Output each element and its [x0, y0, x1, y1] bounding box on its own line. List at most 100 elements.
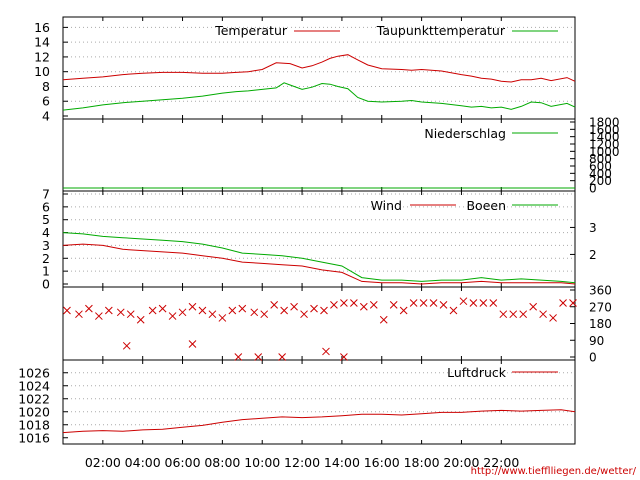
y2-tick-label: 270	[589, 300, 612, 314]
y2-tick-label: 1400	[589, 130, 620, 144]
y2-tick-label: 1000	[589, 145, 620, 159]
y2-tick-label: 1800	[589, 116, 620, 130]
point-stroke	[569, 299, 577, 307]
wind-direction-point	[459, 297, 468, 306]
y-tick-label: 6	[42, 199, 50, 214]
point-stroke	[228, 306, 237, 315]
grid-lines	[63, 26, 575, 426]
point-stroke	[122, 341, 131, 350]
point-stroke	[322, 347, 330, 356]
point-stroke	[469, 299, 478, 307]
point-stroke	[429, 299, 438, 307]
wind-direction-point	[250, 308, 259, 317]
y-tick-label: 12	[34, 49, 50, 64]
x-tick-label: 04:00	[125, 455, 161, 470]
y2-tick-label: 3	[589, 221, 597, 235]
point-stroke	[250, 308, 259, 317]
wind-direction-point	[439, 301, 448, 309]
point-stroke	[479, 299, 488, 307]
point-stroke	[95, 312, 103, 320]
legend-luftdruck-label: Luftdruck	[447, 365, 507, 380]
taupunkttemperatur-line	[62, 82, 576, 111]
point-stroke	[499, 310, 508, 319]
point-stroke	[290, 302, 298, 311]
wind-direction-point	[136, 315, 145, 324]
wind-direction-point	[178, 308, 187, 317]
point-stroke	[359, 302, 368, 311]
y2-tick-label: 2	[589, 248, 597, 262]
wind-direction-point	[234, 353, 243, 361]
wind-direction-point	[270, 301, 279, 309]
wind-direction-point	[228, 306, 237, 315]
point-stroke	[559, 299, 567, 307]
tick-labels: 4681012141602004006008001000120014001600…	[18, 17, 620, 470]
point-stroke	[104, 306, 113, 315]
pressure-panel-frame	[62, 359, 576, 445]
wind-direction-point	[569, 299, 577, 307]
point-stroke	[399, 306, 408, 315]
y-tick-label: 1024	[18, 378, 50, 393]
y2-tick-label: 1600	[589, 123, 620, 137]
point-stroke	[549, 314, 557, 322]
wind-direction-point	[509, 310, 518, 319]
wind-direction-point	[519, 310, 528, 319]
wind-direction-point	[322, 347, 330, 356]
point-stroke	[168, 312, 177, 320]
wind-direction-point	[63, 306, 71, 315]
point-stroke	[330, 301, 338, 309]
wind-direction-point	[310, 304, 318, 313]
wind-direction-point	[168, 312, 177, 320]
y-tick-label: 4	[42, 225, 50, 240]
point-stroke	[409, 299, 418, 307]
point-stroke	[310, 304, 318, 313]
y2-tick-label: 800	[589, 152, 612, 166]
point-stroke	[178, 308, 187, 317]
temperatur-line	[62, 54, 576, 83]
wind-direction-point	[489, 299, 498, 307]
wind-direction-point	[148, 306, 157, 315]
y-tick-label: 7	[42, 187, 50, 202]
point-stroke	[278, 353, 286, 361]
point-stroke	[539, 310, 547, 319]
wind-direction-point	[95, 312, 103, 320]
legend-taupunkt-label: Taupunkttemperatur	[376, 23, 506, 38]
point-stroke	[116, 308, 125, 317]
point-stroke	[63, 306, 71, 315]
point-stroke	[449, 306, 458, 315]
point-stroke	[519, 310, 528, 319]
y2-tick-label: 90	[589, 334, 604, 348]
legend-niederschlag-label: Niederschlag	[424, 126, 506, 141]
point-stroke	[529, 302, 538, 311]
wind-direction-point	[126, 310, 135, 319]
x-tick-label: 16:00	[364, 455, 400, 470]
point-stroke	[218, 314, 227, 322]
y-tick-label: 1022	[18, 391, 50, 406]
footer-url: http://www.tiefflliegen.de/wetter/	[471, 466, 637, 477]
wind-direction-point	[449, 306, 458, 315]
wind-direction-point	[280, 306, 288, 315]
legend-boeen-label: Boeen	[466, 198, 506, 213]
y-tick-label: 1	[42, 264, 50, 279]
y-tick-label: 1016	[18, 430, 50, 445]
wind-direction-point	[350, 299, 358, 307]
wind-direction-point	[104, 306, 113, 315]
wind-direction-point	[208, 310, 217, 319]
wind-direction-point	[85, 304, 93, 313]
wind-direction-point	[116, 308, 125, 317]
point-stroke	[340, 353, 348, 361]
point-stroke	[188, 340, 197, 348]
point-stroke	[419, 299, 428, 307]
point-stroke	[75, 310, 83, 319]
x-tick-label: 10:00	[244, 455, 280, 470]
point-stroke	[300, 310, 308, 319]
wind-direction-point	[320, 306, 328, 315]
wind-direction-point	[389, 301, 398, 309]
y-tick-label: 1018	[18, 417, 50, 432]
point-stroke	[270, 301, 279, 309]
series-lines	[62, 54, 577, 434]
x-tick-label: 22:00	[483, 455, 519, 470]
wind-direction-point	[188, 302, 197, 311]
wind-line	[62, 243, 576, 285]
x-tick-label: 12:00	[284, 455, 320, 470]
point-stroke	[320, 306, 328, 315]
